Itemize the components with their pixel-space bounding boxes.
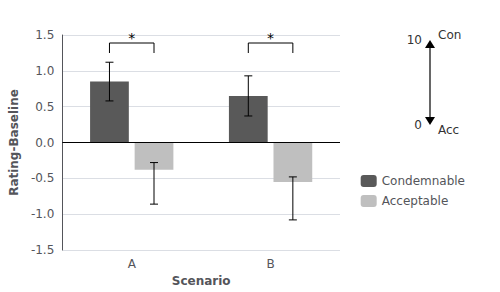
svg-text:1.0: 1.0 xyxy=(35,64,54,78)
svg-text:-1.5: -1.5 xyxy=(31,243,54,257)
svg-text:Acceptable: Acceptable xyxy=(382,194,449,208)
svg-text:1.5: 1.5 xyxy=(35,28,54,42)
svg-text:10: 10 xyxy=(407,33,422,47)
svg-text:Acc: Acc xyxy=(438,123,459,137)
svg-text:*: * xyxy=(267,30,274,46)
svg-text:-1.0: -1.0 xyxy=(31,207,54,221)
svg-text:0.5: 0.5 xyxy=(35,100,54,114)
svg-text:Rating-Baseline: Rating-Baseline xyxy=(7,89,21,196)
svg-text:0.0: 0.0 xyxy=(35,136,54,150)
svg-text:*: * xyxy=(128,30,135,46)
svg-text:0: 0 xyxy=(414,118,422,132)
svg-text:B: B xyxy=(266,257,274,271)
svg-text:-0.5: -0.5 xyxy=(31,171,54,185)
svg-text:A: A xyxy=(128,257,137,271)
svg-text:Condemnable: Condemnable xyxy=(382,174,465,188)
svg-text:Con: Con xyxy=(438,28,461,42)
svg-text:Scenario: Scenario xyxy=(172,274,231,288)
